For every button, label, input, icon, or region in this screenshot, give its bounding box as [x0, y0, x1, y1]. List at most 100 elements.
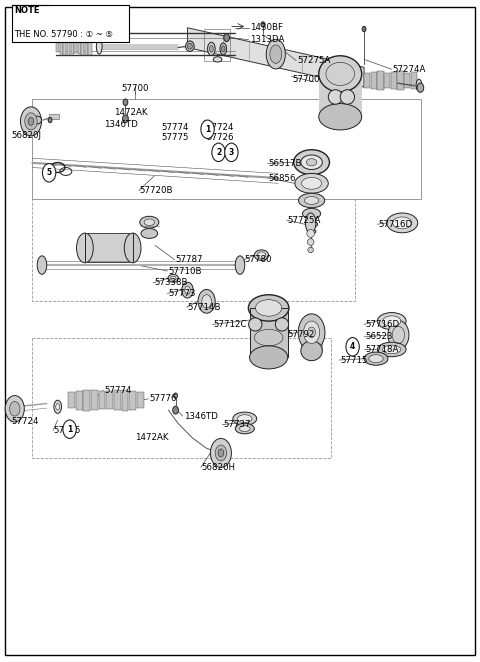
Ellipse shape — [295, 173, 328, 193]
Ellipse shape — [54, 401, 61, 413]
Ellipse shape — [233, 412, 257, 425]
Bar — [319, 74, 362, 117]
Text: 57774: 57774 — [104, 386, 132, 395]
Circle shape — [122, 115, 128, 122]
Ellipse shape — [301, 177, 322, 189]
Ellipse shape — [254, 250, 269, 260]
Ellipse shape — [364, 352, 388, 365]
Text: 56523: 56523 — [365, 332, 393, 342]
Text: 57724: 57724 — [12, 418, 39, 426]
Circle shape — [173, 406, 179, 414]
Ellipse shape — [306, 221, 318, 228]
Text: 1: 1 — [67, 425, 72, 434]
Ellipse shape — [186, 41, 194, 52]
Circle shape — [303, 321, 320, 344]
Text: 57700: 57700 — [121, 84, 149, 93]
Ellipse shape — [144, 219, 155, 226]
Bar — [391, 71, 397, 89]
Ellipse shape — [235, 423, 254, 434]
Ellipse shape — [383, 345, 401, 354]
Bar — [137, 393, 144, 408]
Ellipse shape — [306, 159, 317, 166]
Ellipse shape — [369, 355, 383, 363]
Bar — [49, 114, 59, 118]
Ellipse shape — [240, 426, 250, 432]
Text: THE NO. 57790 : ① ~ ⑤: THE NO. 57790 : ① ~ ⑤ — [14, 30, 113, 39]
Ellipse shape — [238, 414, 252, 422]
Ellipse shape — [266, 39, 285, 69]
Text: 57775: 57775 — [161, 133, 189, 142]
Ellipse shape — [255, 300, 282, 316]
Ellipse shape — [220, 43, 227, 55]
Circle shape — [261, 22, 265, 27]
Circle shape — [5, 396, 24, 422]
Bar — [204, 29, 230, 61]
Ellipse shape — [33, 116, 41, 124]
Bar — [364, 73, 370, 88]
Text: 57714B: 57714B — [188, 303, 221, 312]
Ellipse shape — [301, 341, 323, 361]
Ellipse shape — [124, 233, 141, 263]
Bar — [250, 308, 288, 357]
Text: 57780: 57780 — [245, 256, 272, 264]
Ellipse shape — [383, 316, 401, 326]
Bar — [67, 37, 70, 55]
Ellipse shape — [319, 103, 362, 130]
Circle shape — [202, 295, 211, 308]
Circle shape — [63, 420, 76, 438]
Bar — [85, 233, 132, 262]
Bar — [114, 390, 120, 410]
Bar — [56, 40, 60, 52]
Bar — [60, 38, 63, 54]
Text: 57725A: 57725A — [288, 216, 321, 225]
Ellipse shape — [319, 56, 362, 92]
Bar — [384, 73, 390, 88]
Text: 57716D: 57716D — [365, 320, 399, 329]
Text: 3: 3 — [229, 148, 234, 157]
Text: 57787: 57787 — [176, 256, 203, 264]
Ellipse shape — [276, 318, 288, 331]
Text: 1: 1 — [205, 124, 210, 134]
Ellipse shape — [328, 90, 343, 104]
Bar — [404, 73, 410, 89]
Circle shape — [25, 113, 37, 130]
Bar — [81, 38, 84, 55]
Circle shape — [48, 117, 52, 122]
Bar — [107, 391, 113, 409]
Bar — [85, 37, 88, 55]
Bar — [74, 40, 77, 53]
FancyBboxPatch shape — [12, 5, 129, 42]
Bar — [99, 44, 178, 49]
Circle shape — [123, 99, 128, 105]
Ellipse shape — [213, 57, 222, 62]
Text: 56820H: 56820H — [202, 463, 236, 472]
Ellipse shape — [222, 46, 225, 52]
Circle shape — [210, 438, 231, 467]
Bar — [78, 39, 81, 54]
Ellipse shape — [235, 256, 245, 274]
Bar — [250, 308, 288, 357]
Text: 57712C: 57712C — [214, 320, 247, 329]
Polygon shape — [188, 28, 364, 87]
Text: 57774: 57774 — [161, 122, 189, 132]
Circle shape — [388, 320, 409, 350]
Bar — [377, 71, 384, 89]
Bar — [397, 71, 404, 89]
Ellipse shape — [416, 79, 422, 91]
Circle shape — [28, 117, 34, 125]
Circle shape — [417, 83, 424, 93]
Ellipse shape — [257, 252, 266, 258]
Ellipse shape — [168, 274, 179, 282]
Text: 4: 4 — [350, 342, 355, 352]
Bar — [85, 233, 132, 262]
Text: 57720B: 57720B — [140, 186, 173, 195]
Ellipse shape — [207, 42, 215, 56]
Text: NOTE: NOTE — [14, 5, 40, 15]
Ellipse shape — [294, 150, 329, 175]
Ellipse shape — [249, 318, 262, 331]
Bar — [84, 390, 90, 410]
Text: 57775: 57775 — [54, 426, 82, 435]
Ellipse shape — [299, 193, 324, 208]
Ellipse shape — [56, 404, 60, 410]
Bar — [76, 391, 83, 410]
